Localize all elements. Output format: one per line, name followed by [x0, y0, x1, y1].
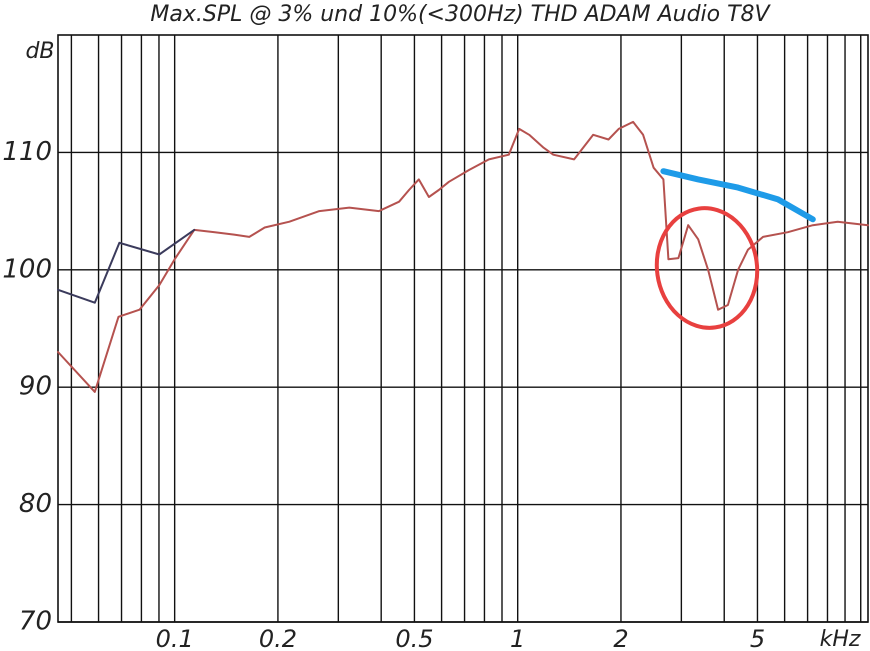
- data-line: [57, 228, 196, 304]
- chart-title: Max.SPL @ 3% und 10%(<300Hz) THD ADAM Au…: [150, 2, 771, 27]
- annotation-circle: [654, 206, 760, 330]
- x-tick-label: 0.5: [395, 625, 433, 651]
- x-tick-label: 2: [613, 625, 628, 651]
- x-tick-label: 0.2: [259, 625, 297, 651]
- y-tick-label: 70: [19, 607, 52, 637]
- x-tick-label: 1: [510, 625, 525, 651]
- x-tick-label: 0.1: [156, 625, 194, 651]
- y-tick-label: 100: [2, 254, 52, 284]
- y-tick-label: 90: [19, 372, 52, 402]
- y-axis-label: dB: [25, 39, 54, 64]
- y-tick-label: 110: [2, 137, 52, 167]
- y-tick-label: 80: [19, 489, 52, 519]
- x-axis-label: kHz: [820, 627, 861, 651]
- x-tick-label: 5: [750, 625, 765, 651]
- data-line: [57, 120, 869, 393]
- data-line: [660, 168, 816, 223]
